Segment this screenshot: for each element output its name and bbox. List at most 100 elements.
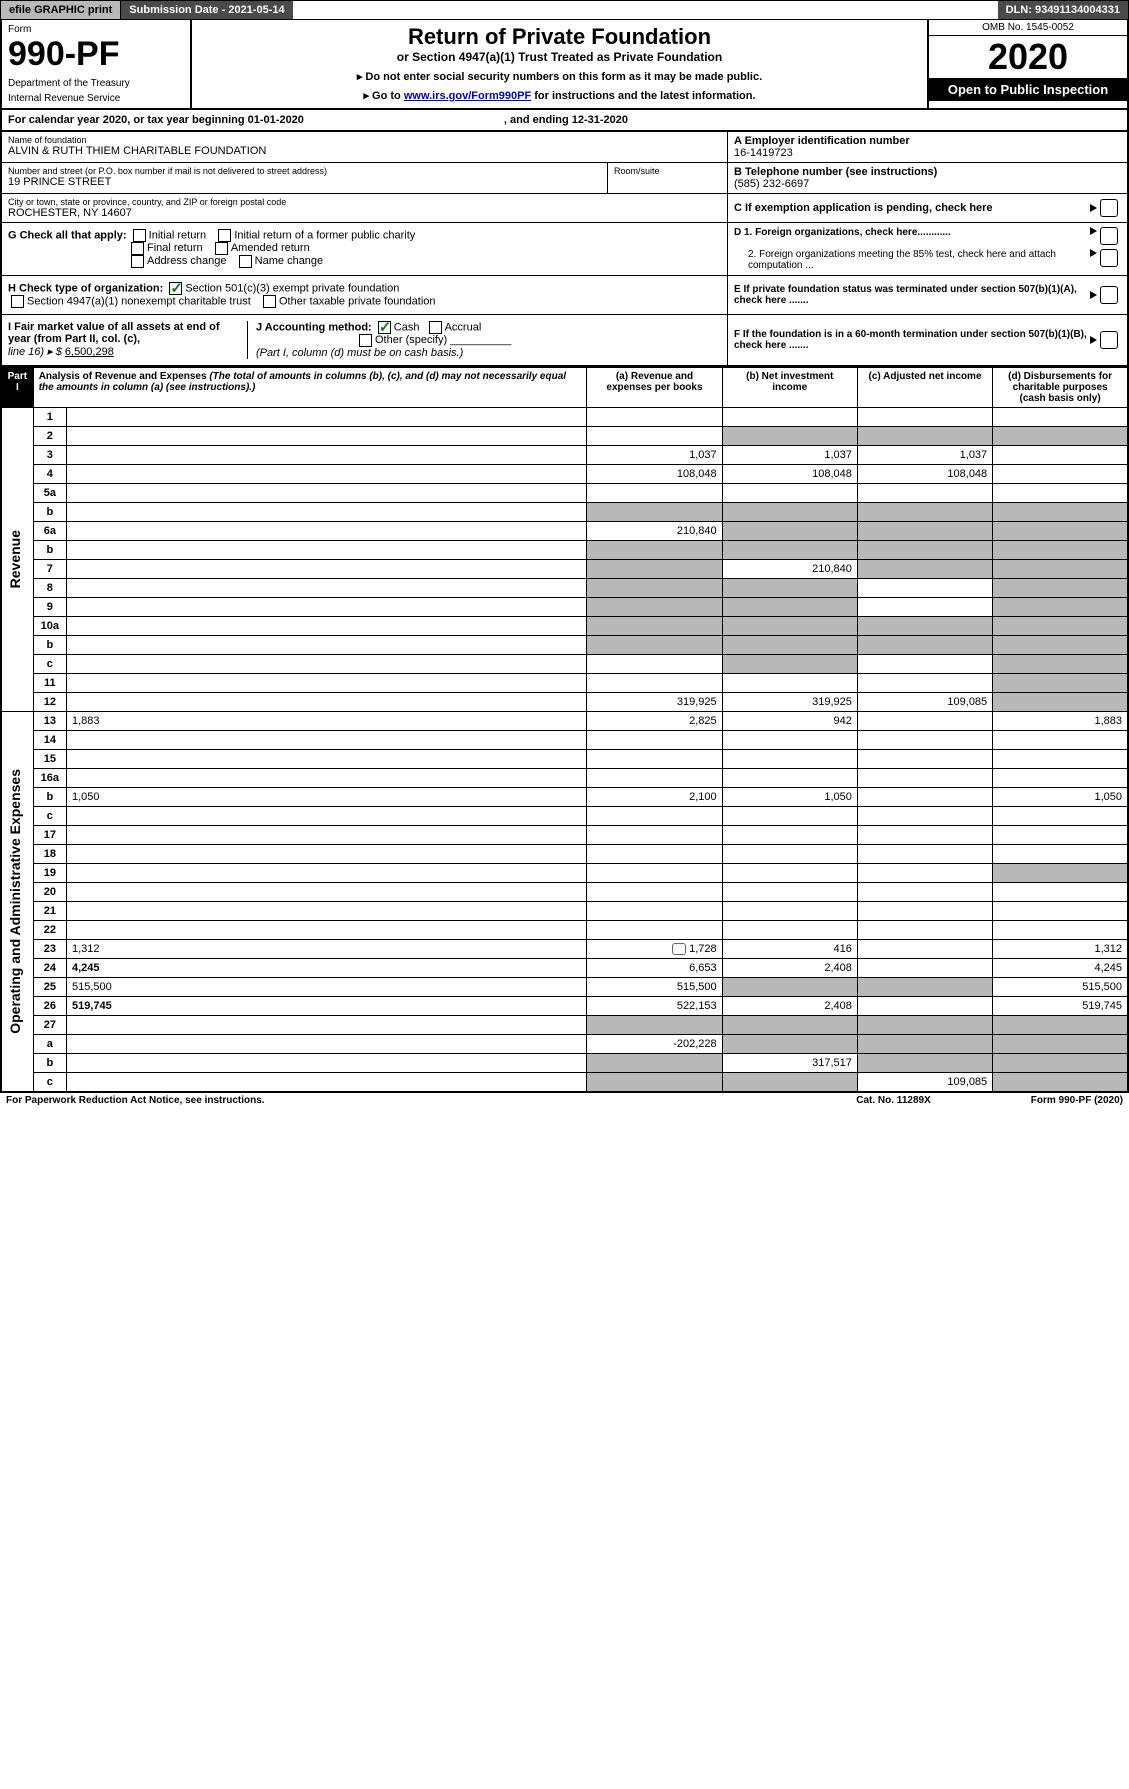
table-cell xyxy=(587,408,722,427)
table-cell xyxy=(993,598,1128,617)
table-row: 20 xyxy=(1,883,1128,902)
form-number: 990-PF xyxy=(8,35,184,74)
g-address-cb[interactable] xyxy=(131,255,144,268)
row-num: 2 xyxy=(33,427,66,446)
e-checkbox[interactable] xyxy=(1100,286,1118,304)
table-cell xyxy=(587,731,722,750)
table-cell xyxy=(857,921,992,940)
table-cell: 515,500 xyxy=(993,978,1128,997)
table-cell xyxy=(857,769,992,788)
table-cell xyxy=(722,883,857,902)
row-desc: 1,883 xyxy=(67,712,587,731)
open-public: Open to Public Inspection xyxy=(929,78,1127,101)
f-label: F If the foundation is in a 60-month ter… xyxy=(734,329,1090,351)
table-cell: -202,228 xyxy=(587,1035,722,1054)
table-cell xyxy=(587,598,722,617)
table-cell xyxy=(722,427,857,446)
table-row: c109,085 xyxy=(1,1073,1128,1092)
row-desc xyxy=(67,617,587,636)
table-row: 9 xyxy=(1,598,1128,617)
table-cell: 1,037 xyxy=(722,446,857,465)
f-checkbox[interactable] xyxy=(1100,331,1118,349)
table-cell xyxy=(722,731,857,750)
row-desc xyxy=(67,883,587,902)
table-cell xyxy=(587,902,722,921)
row-num: 3 xyxy=(33,446,66,465)
row-num: 8 xyxy=(33,579,66,598)
j-cash-cb[interactable] xyxy=(378,321,391,334)
table-row: b xyxy=(1,541,1128,560)
table-row: 15 xyxy=(1,750,1128,769)
table-cell xyxy=(993,807,1128,826)
table-cell: 1,050 xyxy=(993,788,1128,807)
c-checkbox[interactable] xyxy=(1100,199,1118,217)
table-cell: 519,745 xyxy=(993,997,1128,1016)
footer-form: Form 990-PF (2020) xyxy=(1031,1095,1123,1106)
d2-checkbox[interactable] xyxy=(1100,249,1118,267)
table-cell xyxy=(722,864,857,883)
table-cell xyxy=(587,484,722,503)
j-other-cb[interactable] xyxy=(359,334,372,347)
row-num: 9 xyxy=(33,598,66,617)
table-cell xyxy=(722,617,857,636)
table-cell xyxy=(993,427,1128,446)
table-cell xyxy=(587,1016,722,1035)
g-amended-cb[interactable] xyxy=(215,242,228,255)
table-cell: 2,408 xyxy=(722,997,857,1016)
attach-icon[interactable] xyxy=(672,943,686,955)
d1-checkbox[interactable] xyxy=(1100,227,1118,245)
col-a-header: (a) Revenue and expenses per books xyxy=(587,368,722,408)
j-accrual-cb[interactable] xyxy=(429,321,442,334)
row-desc xyxy=(67,826,587,845)
submission-date: Submission Date - 2021-05-14 xyxy=(121,1,292,19)
efile-print-button[interactable]: efile GRAPHIC print xyxy=(1,1,121,19)
table-cell: 2,100 xyxy=(587,788,722,807)
table-cell xyxy=(993,902,1128,921)
table-cell xyxy=(993,636,1128,655)
row-desc xyxy=(67,522,587,541)
irs-link[interactable]: www.irs.gov/Form990PF xyxy=(404,90,531,102)
row-num: 25 xyxy=(33,978,66,997)
table-cell xyxy=(993,560,1128,579)
row-num: a xyxy=(33,1035,66,1054)
table-cell xyxy=(993,731,1128,750)
table-cell xyxy=(857,845,992,864)
table-cell: 1,883 xyxy=(993,712,1128,731)
table-cell xyxy=(722,522,857,541)
row-desc xyxy=(67,769,587,788)
table-cell xyxy=(993,522,1128,541)
h-501c3-cb[interactable] xyxy=(169,282,182,295)
table-cell xyxy=(857,484,992,503)
h-4947-cb[interactable] xyxy=(11,295,24,308)
table-cell: 108,048 xyxy=(857,465,992,484)
g-initial-return-cb[interactable] xyxy=(133,229,146,242)
table-cell xyxy=(993,503,1128,522)
table-cell xyxy=(722,541,857,560)
row-num: 4 xyxy=(33,465,66,484)
g-name-cb[interactable] xyxy=(239,255,252,268)
g-final-cb[interactable] xyxy=(131,242,144,255)
row-num: 18 xyxy=(33,845,66,864)
row-desc xyxy=(67,636,587,655)
table-cell xyxy=(587,541,722,560)
table-row: b xyxy=(1,503,1128,522)
row-desc xyxy=(67,465,587,484)
table-cell xyxy=(587,617,722,636)
table-cell: 108,048 xyxy=(722,465,857,484)
row-num: 11 xyxy=(33,674,66,693)
row-desc xyxy=(67,541,587,560)
tel-value: (585) 232-6697 xyxy=(734,178,1121,190)
row-desc xyxy=(67,446,587,465)
row-num: c xyxy=(33,655,66,674)
table-row: b1,0502,1001,0501,050 xyxy=(1,788,1128,807)
row-num: c xyxy=(33,1073,66,1092)
table-cell xyxy=(857,712,992,731)
table-cell xyxy=(722,408,857,427)
table-cell: 522,153 xyxy=(587,997,722,1016)
row-num: 14 xyxy=(33,731,66,750)
table-cell xyxy=(993,446,1128,465)
tax-year: 2020 xyxy=(929,36,1127,78)
table-row: 26519,745522,1532,408519,745 xyxy=(1,997,1128,1016)
g-initial-former-cb[interactable] xyxy=(218,229,231,242)
h-other-cb[interactable] xyxy=(263,295,276,308)
